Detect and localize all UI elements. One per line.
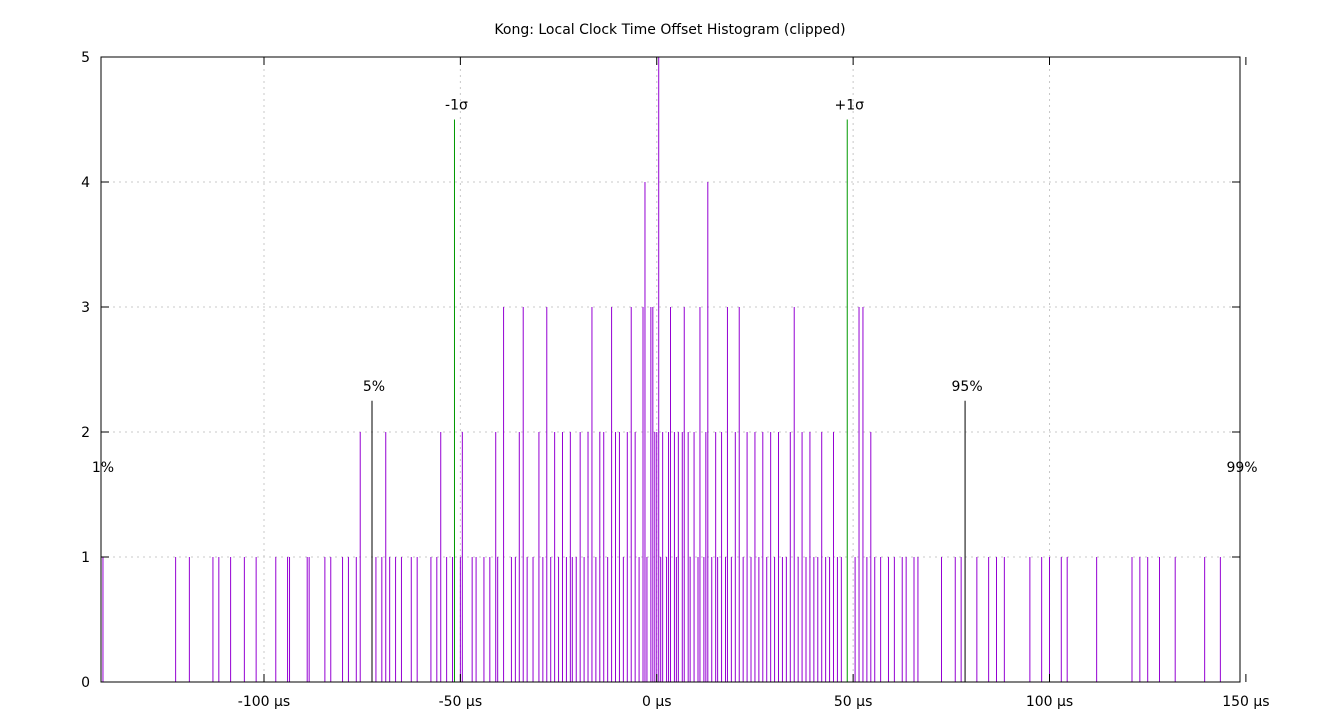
y-tick-label: 1 [81, 550, 90, 566]
x-tick-label: -100 µs [238, 694, 290, 710]
x-tick-label: 100 µs [1026, 694, 1073, 710]
chart-title: Kong: Local Clock Time Offset Histogram … [494, 22, 845, 38]
marker-label: 5% [363, 379, 385, 395]
marker-label: -1σ [445, 98, 468, 114]
x-tick-label: 50 µs [834, 694, 872, 710]
x-tick-label: 150 µs [1222, 694, 1269, 710]
marker-label: 1% [92, 460, 114, 476]
x-tick-label: 0 µs [642, 694, 672, 710]
y-tick-label: 5 [81, 50, 90, 66]
statistic-markers: 1% 5% -1σ +1σ 95% 99% [92, 98, 1258, 682]
grid-lines [101, 57, 1240, 682]
y-tick-label: 2 [81, 425, 90, 441]
marker-label: 95% [952, 379, 983, 395]
axis-ticks [101, 56, 1247, 683]
histogram-bars [102, 57, 1221, 682]
marker-label: +1σ [834, 98, 864, 114]
y-tick-label: 3 [81, 300, 90, 316]
plot-frame [100, 56, 1241, 683]
y-tick-label: 0 [81, 675, 90, 691]
x-tick-label: -50 µs [439, 694, 483, 710]
marker-label: 99% [1226, 460, 1257, 476]
y-tick-label: 4 [81, 175, 90, 191]
axis-tick-labels: 0 1 2 3 4 5 -100 µs -50 µs 0 µs 50 µs 100 µs 150 µs [81, 50, 1270, 710]
